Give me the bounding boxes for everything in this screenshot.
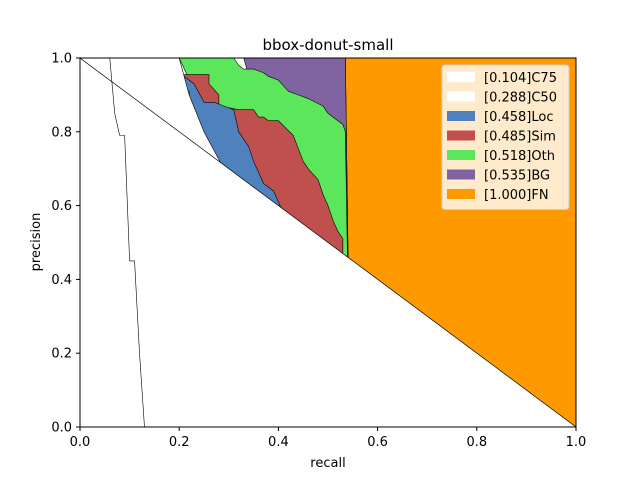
x-axis: 0.0 0.2 0.4 0.6 0.8 1.0	[70, 427, 587, 450]
y-axis-label: precision	[29, 213, 44, 272]
x-tick-label: 0.6	[367, 435, 388, 450]
chart-title: bbox-donut-small	[262, 36, 393, 54]
y-tick-label: 0.0	[51, 421, 72, 436]
plot-layers	[80, 58, 576, 427]
y-tick-label: 0.6	[51, 199, 72, 214]
legend-entry: [0.535]BG	[484, 169, 550, 184]
y-tick-label: 0.2	[51, 347, 72, 362]
y-tick-label: 1.0	[51, 52, 72, 67]
legend-entry: [0.485]Sim	[484, 130, 556, 145]
area-0-104-c75	[80, 58, 576, 427]
legend-entry: [1.000]FN	[484, 188, 549, 203]
x-tick-label: 0.4	[268, 435, 289, 450]
legend-entry: [0.518]Oth	[484, 149, 555, 164]
legend-entry: [0.458]Loc	[484, 110, 553, 125]
legend-swatch	[447, 150, 475, 160]
x-tick-label: 0.8	[466, 435, 487, 450]
x-tick-label: 0.2	[169, 435, 190, 450]
x-tick-label: 0.0	[70, 435, 91, 450]
legend-entry: [0.104]C75	[484, 71, 557, 86]
legend: [0.104]C75 [0.288]C50 [0.458]Loc [0.485]Sim…	[441, 64, 570, 210]
x-tick-label: 1.0	[566, 435, 587, 450]
legend-swatch	[447, 169, 475, 180]
y-axis: 0.0 0.2 0.4 0.6 0.8 1.0	[51, 52, 80, 436]
plot-frame	[79, 57, 577, 428]
legend-swatch	[447, 72, 475, 82]
legend-swatch	[447, 91, 475, 102]
legend-swatch	[447, 130, 475, 141]
legend-swatch	[447, 189, 475, 199]
y-tick-label: 0.8	[51, 125, 72, 140]
x-axis-label: recall	[310, 456, 345, 471]
y-tick-label: 0.4	[51, 273, 72, 288]
legend-entry: [0.288]C50	[484, 91, 557, 106]
legend-swatch	[447, 111, 475, 121]
